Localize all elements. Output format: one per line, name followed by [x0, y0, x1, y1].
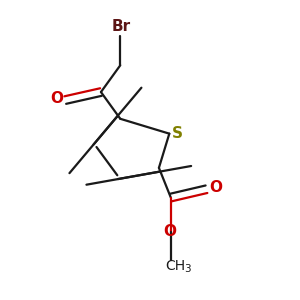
Text: Br: Br — [111, 19, 130, 34]
Text: S: S — [172, 126, 183, 141]
Text: O: O — [209, 180, 222, 195]
Text: CH: CH — [165, 259, 185, 273]
Text: 3: 3 — [184, 264, 190, 274]
Text: O: O — [164, 224, 177, 239]
Text: O: O — [50, 91, 63, 106]
